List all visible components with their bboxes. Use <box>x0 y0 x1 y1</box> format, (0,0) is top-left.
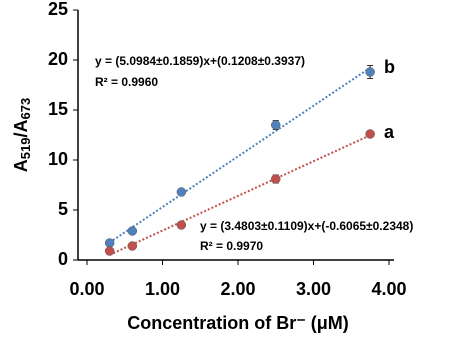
x-tick-label: 2.00 <box>220 279 255 299</box>
point <box>104 238 115 248</box>
x-tick-label: 0.00 <box>69 279 104 299</box>
x-axis-label: Concentration of Br⁻ (μM) <box>127 313 349 333</box>
y-label-part: A <box>11 159 31 172</box>
x-tick-label: 1.00 <box>145 279 180 299</box>
x-tick-label: 3.00 <box>296 279 331 299</box>
y-label-part: 673 <box>18 98 33 120</box>
trendline <box>109 134 371 256</box>
x-tick-label: 4.00 <box>371 279 406 299</box>
y-tick-label: 0 <box>58 249 68 269</box>
y-tick-label: 10 <box>48 149 68 169</box>
y-label-part: 519 <box>18 138 33 160</box>
point <box>271 120 281 130</box>
trendline <box>109 66 371 244</box>
point <box>365 67 375 77</box>
point <box>176 187 187 197</box>
equation: y = (5.0984±0.1859)x+(0.1208±0.3937) <box>95 54 305 68</box>
point <box>127 226 138 236</box>
y-tick-label: 5 <box>58 199 68 219</box>
series-label: b <box>384 57 395 77</box>
point <box>127 241 138 251</box>
series-label: a <box>384 122 395 142</box>
r-squared: R² = 0.9960 <box>95 75 158 89</box>
point <box>176 220 187 230</box>
point <box>104 246 115 256</box>
y-tick-label: 20 <box>48 49 68 69</box>
r-squared: R² = 0.9970 <box>200 239 263 253</box>
y-label-part: /A <box>11 119 31 137</box>
y-tick-label: 15 <box>48 99 68 119</box>
y-axis-label: A519/A673 <box>11 98 34 172</box>
equation: y = (3.4803±0.1109)x+(-0.6065±0.2348) <box>200 219 413 233</box>
y-tick-label: 25 <box>48 0 68 19</box>
point <box>365 129 375 139</box>
point <box>271 174 281 184</box>
